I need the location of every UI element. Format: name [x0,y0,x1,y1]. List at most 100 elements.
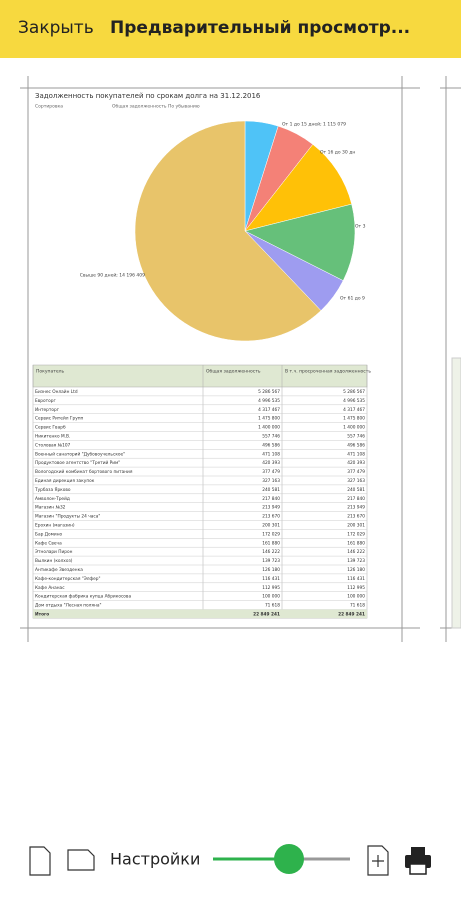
table-cell: 377 479 [262,469,280,475]
table-cell: 217 840 [347,496,365,502]
table-cell: Ерохин (магазин) [35,522,75,528]
table-cell: 200 301 [347,522,365,528]
table-cell: Военный санаторий "Дубовоучельское" [35,450,125,457]
table-cell: Вологодский комбинат бортового питания [35,468,133,475]
landscape-button[interactable] [67,849,95,871]
table-cell: 139 723 [262,558,280,564]
table-cell: 213 670 [262,514,280,520]
table-cell: 172 029 [347,531,365,537]
table-cell: 420 393 [262,460,280,466]
table-cell: 5 286 567 [258,389,280,395]
portrait-button[interactable] [29,846,51,876]
table-cell: 557 746 [347,433,365,439]
slider-knob[interactable] [274,844,304,874]
table-cell: 240 581 [262,487,280,493]
table-cell: Магазин "Продукты 24 часа" [35,514,100,520]
table-cell: Бар Домино [35,531,63,537]
table-cell: 112 995 [347,585,365,591]
table-cell: 1 400 000 [343,425,365,431]
table-cell: Кафе Ананас [35,585,65,591]
table-cell: 4 317 467 [343,407,365,413]
table-cell: 126 180 [347,567,365,573]
table-cell: Магазин №32 [35,505,66,511]
table-cell: 213 949 [262,505,280,511]
table-cell: 240 581 [347,487,365,493]
report-title: Задолженность покупателей по срокам долг… [35,92,261,100]
table-cell: 557 746 [262,433,280,439]
table-cell: 172 029 [262,531,280,537]
table-cell: 213 670 [347,514,365,520]
table-cell: 161 880 [347,540,365,546]
table-cell: 496 586 [347,442,365,448]
total-cell: 22 849 241 [338,611,365,617]
table-cell: Этнолари Пирон [35,549,73,555]
table-cell: Амволон-Трейд [35,495,70,502]
total-cell: Итого [35,611,49,617]
total-row-bg [33,609,367,619]
table-cell: 4 996 535 [258,398,280,404]
pie-slice [244,203,356,281]
table-cell: 4 996 535 [343,398,365,404]
table: Покупатель Общая задолженность В т.ч. прос… [32,364,371,619]
table-cell: Кондитерская фабрика купца Абрикосова [35,594,131,600]
total-cell: 22 849 241 [253,611,280,617]
pie-slice [244,144,352,232]
table-cell: 213 949 [347,505,365,511]
pie-slice [134,120,322,342]
pie-chart: От 1 до 15 дней; 1 115 079 От 16 до 30 дн… [80,121,366,342]
slice-label: От 16 до 30 дн [320,150,355,156]
table-cell: Кафе Свеча [35,540,62,546]
table-cell: Евроторг [35,398,56,404]
table-cell: 471 108 [262,451,280,457]
table-cell: 327 163 [262,478,280,484]
table-cell: 5 286 567 [343,389,365,395]
table-cell: Бизнес Онлайн Ltd [35,388,78,395]
table-cell: Сервис Ритейл Групп [35,415,84,422]
table-cell: Кафе-кондитерская "Элфер" [35,576,101,582]
slice-label: Свыше 90 дней; 14 196 409 [80,272,145,279]
table-cell: Столовая №107 [35,442,71,448]
preview: Задолженность покупателей по срокам долг… [20,76,461,642]
sort-label: Сортировка [35,104,63,110]
slice-label: От 1 до 15 дней; 1 115 079 [282,121,346,128]
close-button[interactable]: Закрыть [18,18,94,38]
table-cell: 71 618 [265,603,280,609]
table-cell: 161 880 [262,540,280,546]
screen-title: Предварительный просмотр... [110,18,411,38]
column-header: Покупатель [36,369,64,375]
settings-label[interactable]: Настройки [110,850,200,869]
table-cell: 1 475 800 [258,416,280,422]
table-cell: Интерторг [35,407,60,413]
next-page-edge [451,357,461,629]
slice-label: От 61 до 9 [340,296,365,302]
table-cell: Турбаза Ярково [34,487,71,493]
table-cell: 327 163 [347,478,365,484]
column-header: Общая задолженность [206,369,261,375]
sort-value: Общая задолженность По убыванию [112,104,200,110]
table-cell: 420 393 [347,460,365,466]
fit-button[interactable] [367,845,389,876]
table-cell: Никитенко М.В. [35,433,70,439]
table-cell: Вылкин (колхоз) [35,558,73,564]
table-cell: Продуктовое агентство "Третий Рим" [35,459,120,466]
table-cell: 146 222 [262,549,280,555]
table-cell: 100 000 [347,594,365,600]
table-cell: 116 431 [347,576,365,582]
table-cell: 71 618 [350,603,365,609]
top-bar: Закрыть Предварительный просмотр... [0,0,461,58]
toolbar: Настройки [29,844,431,876]
table-cell: 200 301 [262,522,280,528]
table-cell: 1 400 000 [258,425,280,431]
table-cell: 100 000 [262,594,280,600]
table-cell: 377 479 [347,469,365,475]
table-cell: 1 475 800 [343,416,365,422]
print-button[interactable] [405,847,431,875]
table-cell: Единая дирекция закупок [35,478,95,484]
table-header-bg [32,364,368,388]
table-cell: Антикафе Звезденка [35,567,83,573]
slice-label: От 3 [355,224,366,230]
table-cell: Дом отдыха "Лесная поляна" [35,603,101,609]
table-cell: 217 840 [262,496,280,502]
table-cell: 496 586 [262,442,280,448]
